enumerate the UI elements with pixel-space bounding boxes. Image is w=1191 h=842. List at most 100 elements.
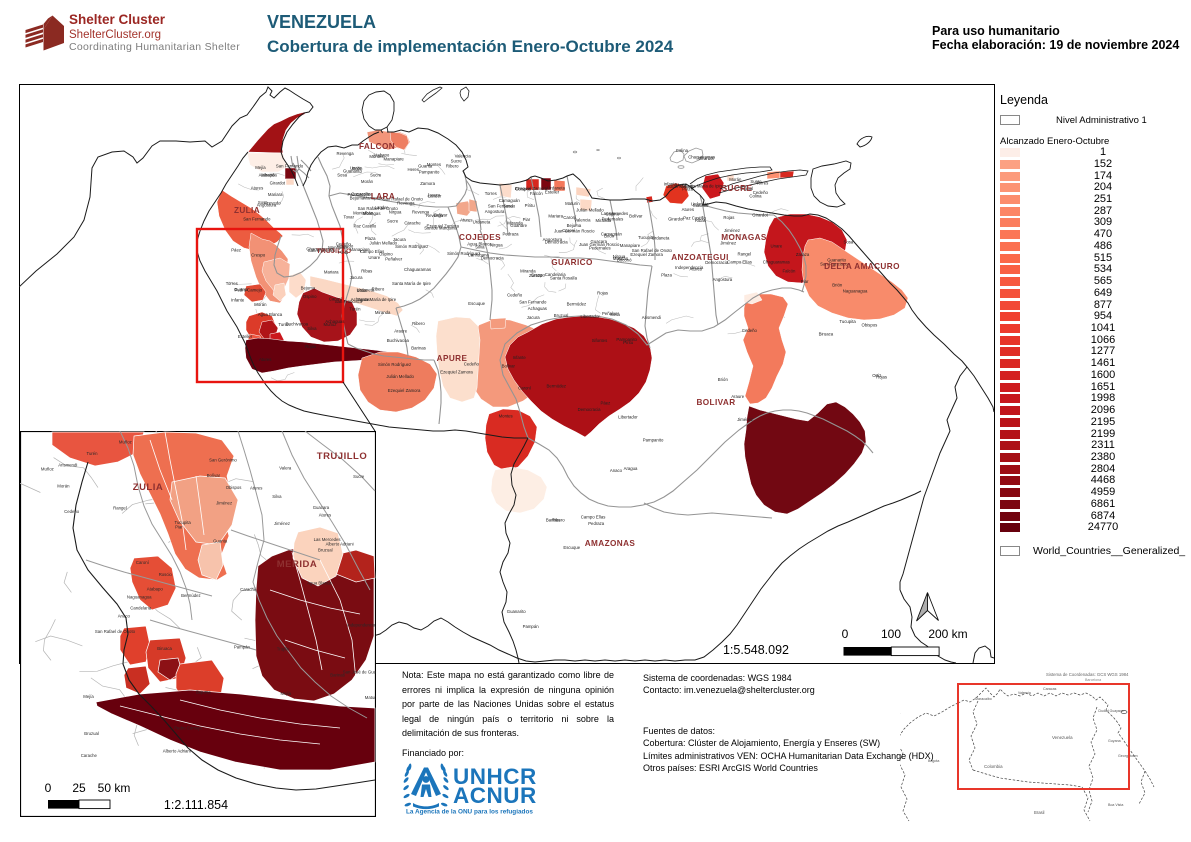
svg-text:Arismendi: Arismendi [58,462,77,467]
svg-text:Morán: Morán [57,483,70,488]
svg-text:Valencia: Valencia [574,218,591,223]
svg-text:San Francisco: San Francisco [820,262,848,267]
svg-text:Mariara: Mariara [268,192,283,197]
svg-text:Agua Blanca: Agua Blanca [258,312,283,317]
svg-text:Revenga: Revenga [426,213,444,218]
svg-text:Urdaneta: Urdaneta [691,201,709,206]
svg-text:San Gerónimo: San Gerónimo [209,457,237,462]
svg-text:Caroní: Caroní [563,215,577,220]
svg-text:Juan Germán Roscio: Juan Germán Roscio [554,229,595,234]
svg-text:COJEDES: COJEDES [459,233,501,242]
svg-text:Cedeño: Cedeño [507,293,523,298]
svg-text:Jacura: Jacura [350,275,364,280]
svg-text:Brión: Brión [832,283,843,288]
svg-text:Paz Castillo: Paz Castillo [348,192,371,197]
svg-text:Silva: Silva [475,244,485,249]
svg-text:Mejía: Mejía [255,165,266,170]
svg-text:Julián Mellado: Julián Mellado [576,208,604,213]
svg-text:Jacura: Jacura [393,237,407,242]
svg-text:Colombia: Colombia [984,764,1003,769]
svg-text:San Francisco: San Francisco [335,299,363,304]
svg-text:Atures: Atures [690,267,702,272]
svg-text:Araure: Araure [394,329,408,334]
svg-text:Ezequiel Zamora: Ezequiel Zamora [630,252,663,257]
svg-text:San Fernando: San Fernando [519,299,547,304]
svg-text:San Rafael de Onoto: San Rafael de Onoto [383,197,424,202]
svg-text:DELTA AMACURO: DELTA AMACURO [824,262,900,271]
svg-text:Jacura: Jacura [527,315,541,320]
svg-text:Maturín: Maturín [365,695,376,700]
svg-text:Manapiare: Manapiare [350,247,371,252]
svg-text:Valencia: Valencia [1018,691,1031,695]
svg-text:Páez: Páez [231,247,241,252]
svg-text:Chaguaramas: Chaguaramas [404,267,431,272]
svg-text:Mejía: Mejía [83,694,94,699]
svg-text:Bermúdez: Bermúdez [547,383,567,388]
svg-text:Plaza: Plaza [661,272,672,277]
svg-text:Bruzual: Bruzual [318,548,333,553]
svg-text:Crespo: Crespo [251,253,265,258]
svg-text:Nirgua: Nirgua [389,209,402,214]
svg-text:Independencia: Independencia [347,623,376,628]
svg-text:Valera: Valera [279,466,292,471]
svg-text:Tucupita: Tucupita [175,520,192,525]
svg-text:Bolívar: Bolívar [629,213,643,218]
svg-text:Guacara: Guacara [313,505,330,510]
svg-text:Montes: Montes [427,162,441,167]
svg-text:FALCON: FALCON [359,142,395,151]
svg-text:Guanta: Guanta [234,287,249,292]
svg-text:Brión: Brión [352,166,363,171]
svg-text:Mariara: Mariara [548,214,563,219]
svg-text:Atures: Atures [259,357,271,362]
svg-text:Bruzual: Bruzual [84,731,99,736]
svg-text:Atabapo: Atabapo [373,153,390,158]
svg-text:Obispos: Obispos [515,187,531,192]
svg-text:0: 0 [45,781,52,795]
svg-text:Lander: Lander [428,193,442,198]
svg-text:Ciudad Guayana: Ciudad Guayana [1098,709,1124,713]
svg-text:Sucre: Sucre [750,179,762,184]
svg-text:Obispos: Obispos [862,322,878,327]
svg-text:San Fernando: San Fernando [243,217,271,222]
svg-text:Bejuma: Bejuma [567,223,582,228]
svg-text:San Rafael de Onoto: San Rafael de Onoto [358,206,399,211]
svg-text:Pedernales: Pedernales [602,217,624,222]
svg-text:Bolívar: Bolívar [502,364,516,369]
svg-text:Ortiz: Ortiz [872,373,881,378]
svg-text:Caroní: Caroní [136,560,150,565]
svg-text:Píritu: Píritu [623,340,634,345]
svg-text:Sosa: Sosa [844,239,854,244]
svg-text:Atures: Atures [460,217,472,222]
svg-text:Piar: Piar [801,279,809,284]
svg-text:Paz Castillo: Paz Castillo [683,215,706,220]
svg-text:Sistema de Coordenadas: GCS WG: Sistema de Coordenadas: GCS WGS 1984 [1046,672,1129,677]
svg-text:Jiménez: Jiménez [274,521,290,526]
svg-text:Democracia: Democracia [481,255,505,260]
svg-text:Guacara: Guacara [591,239,608,244]
svg-text:Cedeño: Cedeño [753,190,769,195]
svg-text:Las Mercedes: Las Mercedes [601,211,628,216]
svg-text:Mejía: Mejía [281,691,292,696]
svg-text:Bermúdez: Bermúdez [567,302,587,307]
svg-text:Miranda: Miranda [507,220,523,225]
svg-text:1:5.548.092: 1:5.548.092 [723,643,789,657]
svg-text:Pampanito: Pampanito [616,337,637,342]
svg-text:Anaco: Anaco [118,613,131,618]
svg-text:Urdaneta: Urdaneta [652,235,670,240]
svg-text:Valencia: Valencia [455,153,472,158]
svg-text:Sosa: Sosa [503,203,513,208]
svg-text:Achaguas: Achaguas [325,319,344,324]
svg-text:Atures: Atures [682,207,694,212]
svg-text:Muñoz: Muñoz [119,440,132,445]
svg-text:Atures: Atures [251,186,263,191]
svg-text:Julián Mellado: Julián Mellado [386,374,414,379]
svg-text:GUARICO: GUARICO [551,258,593,267]
svg-text:Buchivacoa: Buchivacoa [387,338,410,343]
svg-text:Mejía: Mejía [676,182,687,187]
svg-text:Julián Mellado: Julián Mellado [370,240,398,245]
svg-text:Agua Blanca: Agua Blanca [307,581,332,586]
svg-text:Colina: Colina [749,193,762,198]
svg-text:Morán: Morán [361,179,374,184]
svg-text:Girardot: Girardot [668,217,684,222]
svg-text:Pedro Camejo: Pedro Camejo [174,726,202,731]
